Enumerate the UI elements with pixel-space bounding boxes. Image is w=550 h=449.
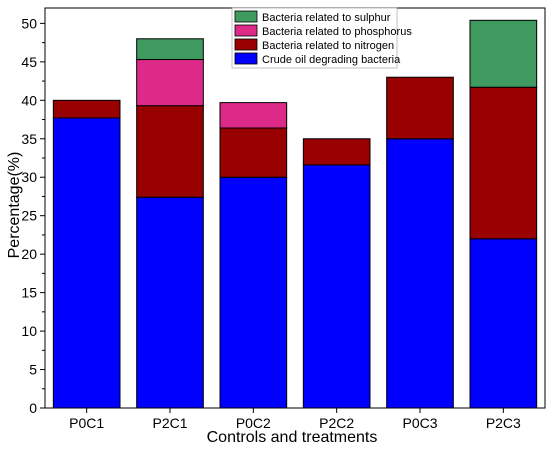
y-tick-label: 35 — [21, 131, 37, 147]
y-axis-title: Percentage(%) — [6, 152, 23, 259]
bar-p2c1-series-1 — [136, 105, 204, 198]
bar-p2c1-series-0 — [136, 196, 204, 409]
bars-layer — [52, 19, 538, 409]
x-tick-label-p2c2: P2C2 — [319, 415, 354, 431]
x-tick-label-p2c3: P2C3 — [486, 415, 521, 431]
bar-p2c3-series-1 — [469, 86, 538, 240]
y-tick-label: 20 — [21, 246, 37, 262]
legend-label: Bacteria related to nitrogen — [262, 40, 394, 52]
x-axis-ticks: P0C1 P2C1 P0C2 P2C2 P0C3 P2C3 — [69, 408, 521, 431]
bar-p0c3-series-0 — [386, 138, 454, 409]
x-tick-label-p0c2: P0C2 — [236, 415, 271, 431]
x-tick-label-p2c1: P2C1 — [152, 415, 187, 431]
legend-label: Crude oil degrading bacteria — [262, 54, 401, 66]
y-tick-label: 30 — [21, 169, 37, 185]
legend-swatch — [234, 52, 258, 65]
y-axis-ticks: 0 5 10 15 20 25 30 35 40 45 50 — [21, 15, 45, 416]
bar-p0c2-series-0 — [219, 176, 288, 409]
y-tick-label: 25 — [21, 208, 37, 224]
y-tick-label: 5 — [29, 362, 37, 378]
legend: Bacteria related to sulphur Bacteria rela… — [231, 7, 412, 69]
y-tick-label: 50 — [21, 15, 37, 31]
bar-p2c3-series-0 — [469, 238, 538, 409]
x-axis-title: Controls and treatments — [207, 429, 378, 446]
bar-p0c3-series-1 — [386, 76, 454, 140]
legend-swatch — [234, 38, 258, 51]
bar-p0c2-series-2 — [219, 102, 288, 129]
y-tick-label: 45 — [21, 54, 37, 70]
y-tick-label: 15 — [21, 285, 37, 301]
y-tick-label: 10 — [21, 323, 37, 339]
bar-p0c1-series-1 — [52, 99, 121, 119]
bar-p2c2-series-1 — [302, 138, 371, 166]
legend-label: Bacteria related to phosphorus — [262, 26, 412, 38]
legend-swatch — [234, 24, 258, 37]
bar-p0c2-series-1 — [219, 127, 288, 178]
legend-label: Bacteria related to sulphur — [262, 12, 391, 24]
bar-p2c3-series-3 — [469, 19, 538, 88]
y-tick-label: 0 — [29, 400, 37, 416]
x-tick-label-p0c1: P0C1 — [69, 415, 104, 431]
y-tick-label: 40 — [21, 92, 37, 108]
bar-p2c1-series-2 — [136, 59, 204, 107]
bar-p0c1-series-0 — [52, 117, 121, 409]
legend-box — [231, 7, 398, 69]
x-tick-label-p0c3: P0C3 — [402, 415, 437, 431]
bar-p2c2-series-0 — [302, 164, 371, 409]
bar-p2c1-series-3 — [136, 38, 204, 61]
legend-swatch — [234, 10, 258, 23]
